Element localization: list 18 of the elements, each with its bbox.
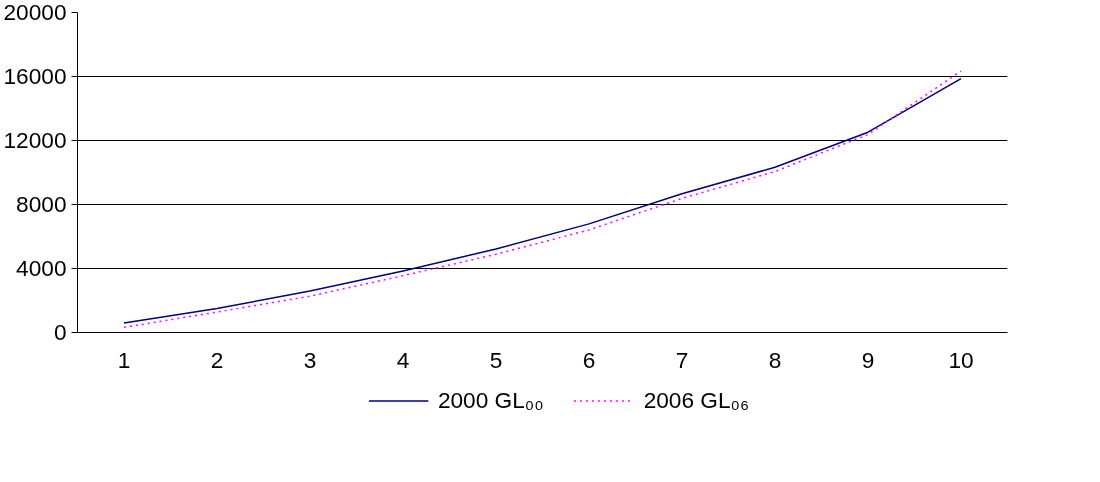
x-tick-label: 1 xyxy=(117,346,131,373)
x-tick-label: 4 xyxy=(396,346,410,373)
x-tick-label: 2 xyxy=(210,346,224,373)
x-tick-label: 8 xyxy=(768,346,782,373)
x-tick-label: 6 xyxy=(582,346,596,373)
x-tick-label: 5 xyxy=(489,346,503,373)
y-tick-label: 0 xyxy=(53,319,67,345)
x-tick-label: 7 xyxy=(675,346,689,373)
legend-label: 2006 GL₀₆ xyxy=(643,386,750,414)
y-tick-label: 20000 xyxy=(3,0,67,25)
y-tick-label: 8000 xyxy=(16,191,67,217)
y-tick-label: 16000 xyxy=(3,63,67,89)
x-tick-label: 9 xyxy=(861,346,875,373)
y-tick-label: 12000 xyxy=(3,127,67,153)
x-tick-label: 3 xyxy=(303,346,317,373)
legend-label: 2000 GL₀₀ xyxy=(437,386,544,414)
y-tick-label: 4000 xyxy=(16,255,67,281)
x-tick-label: 10 xyxy=(948,346,974,373)
